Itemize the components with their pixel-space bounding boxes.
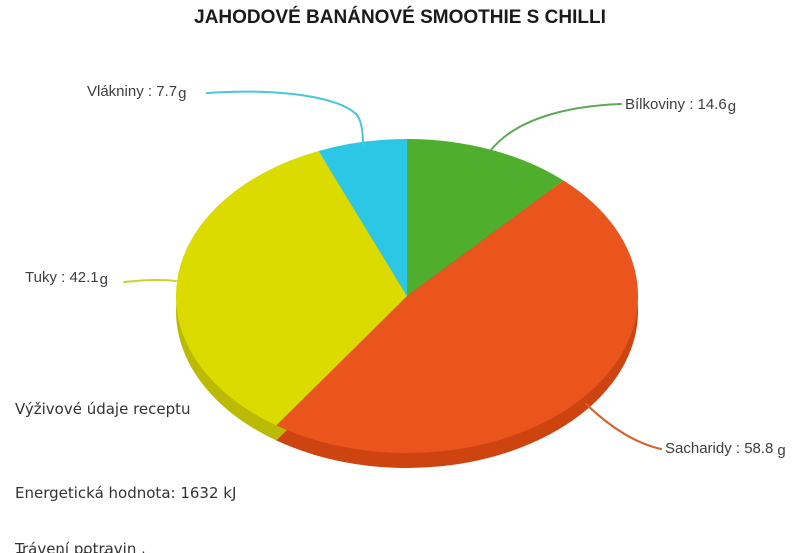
- pie-slice-sacharidy[interactable]: [276, 180, 639, 454]
- slice-label-unit: g: [727, 98, 737, 115]
- slice-label-text: Vlákniny : 7.7: [87, 83, 178, 100]
- slice-label-bilkoviny: Bílkoviny : 14.6g: [625, 96, 737, 115]
- slice-label-vlakniny: Vlákniny : 7.7g: [87, 83, 187, 102]
- slice-label-sacharidy: Sacharidy : 58.8 g: [665, 440, 786, 459]
- energy-info: Energetická hodnota: 1632 kJ Energie: 39…: [15, 440, 236, 553]
- nutrition-info-heading: Výživové údaje receptu: [15, 400, 191, 418]
- slice-label-text: Bílkoviny : 14.6: [625, 96, 727, 113]
- pie-slice-tuky[interactable]: [175, 150, 407, 426]
- energy-kcal-line: Energie: 390 kcal: [15, 548, 236, 553]
- leader-line-bílkoviny: [490, 103, 622, 151]
- energy-kj-line: Energetická hodnota: 1632 kJ: [15, 484, 237, 502]
- slice-label-unit: g: [99, 271, 108, 288]
- pie-slice-bílkoviny[interactable]: [407, 139, 564, 296]
- slice-label-tuky: Tuky : 42.1g: [25, 269, 108, 288]
- pie-slice-vlákniny[interactable]: [318, 139, 407, 296]
- digestion-title-line: Trávení potravin: [15, 540, 137, 553]
- slice-label-unit: g: [178, 85, 187, 102]
- leader-line-sacharidy: [585, 403, 662, 450]
- leader-line-tuky: [123, 278, 177, 283]
- digestion-info: Trávení potravin 10 % přijaté energie: [15, 496, 168, 553]
- chart-title: JAHODOVÉ BANÁNOVÉ SMOOTHIE S CHILLI: [194, 7, 606, 28]
- slice-label-unit: g: [777, 442, 786, 459]
- slice-label-text: Tuky : 42.1: [25, 269, 99, 286]
- slice-label-text: Sacharidy : 58.8: [665, 440, 774, 457]
- leader-line-vlákniny: [206, 90, 364, 146]
